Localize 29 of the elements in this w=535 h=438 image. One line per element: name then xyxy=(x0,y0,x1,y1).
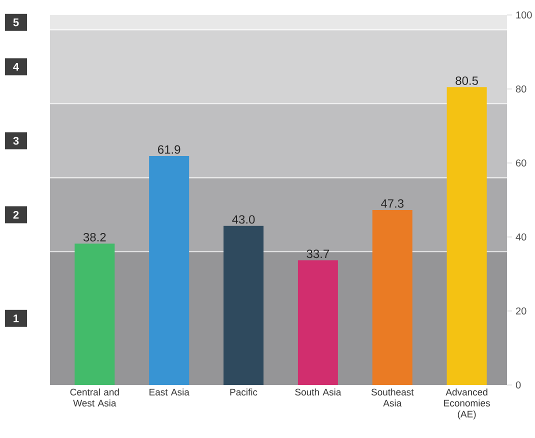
data-label: 33.7 xyxy=(306,250,330,258)
band-label: 5 xyxy=(13,18,19,26)
data-label: 80.5 xyxy=(456,76,478,85)
bar xyxy=(372,210,412,385)
x-tick-label: South Asia xyxy=(295,388,342,396)
x-tick-label: Pacific xyxy=(230,388,258,396)
bar xyxy=(298,260,338,385)
bar xyxy=(74,244,115,385)
x-tick-label: East Asia xyxy=(150,388,190,396)
data-label: 43.0 xyxy=(232,215,255,224)
x-tick-label: Advanced Economies (AE) xyxy=(444,388,490,420)
y-tick-label: 80 xyxy=(516,85,526,93)
data-label: 38.2 xyxy=(83,232,106,242)
bar xyxy=(149,156,190,385)
y-tick-label: 100 xyxy=(516,11,532,19)
band-label: 3 xyxy=(13,136,19,145)
y-tick-label: 0 xyxy=(516,381,521,389)
bar xyxy=(224,226,264,385)
bar xyxy=(446,87,487,385)
x-tick-label: Central and West Asia xyxy=(70,388,119,406)
y-tick-label: 60 xyxy=(516,159,526,167)
data-label: 61.9 xyxy=(158,145,180,154)
y-tick-label: 40 xyxy=(516,233,526,241)
band-label: 4 xyxy=(13,63,19,71)
x-tick-label: Southeast Asia xyxy=(371,388,414,406)
band-label: 2 xyxy=(13,210,19,219)
band-label: 1 xyxy=(14,314,19,322)
data-label: 47.3 xyxy=(380,199,404,208)
y-tick-label: 20 xyxy=(516,307,526,315)
